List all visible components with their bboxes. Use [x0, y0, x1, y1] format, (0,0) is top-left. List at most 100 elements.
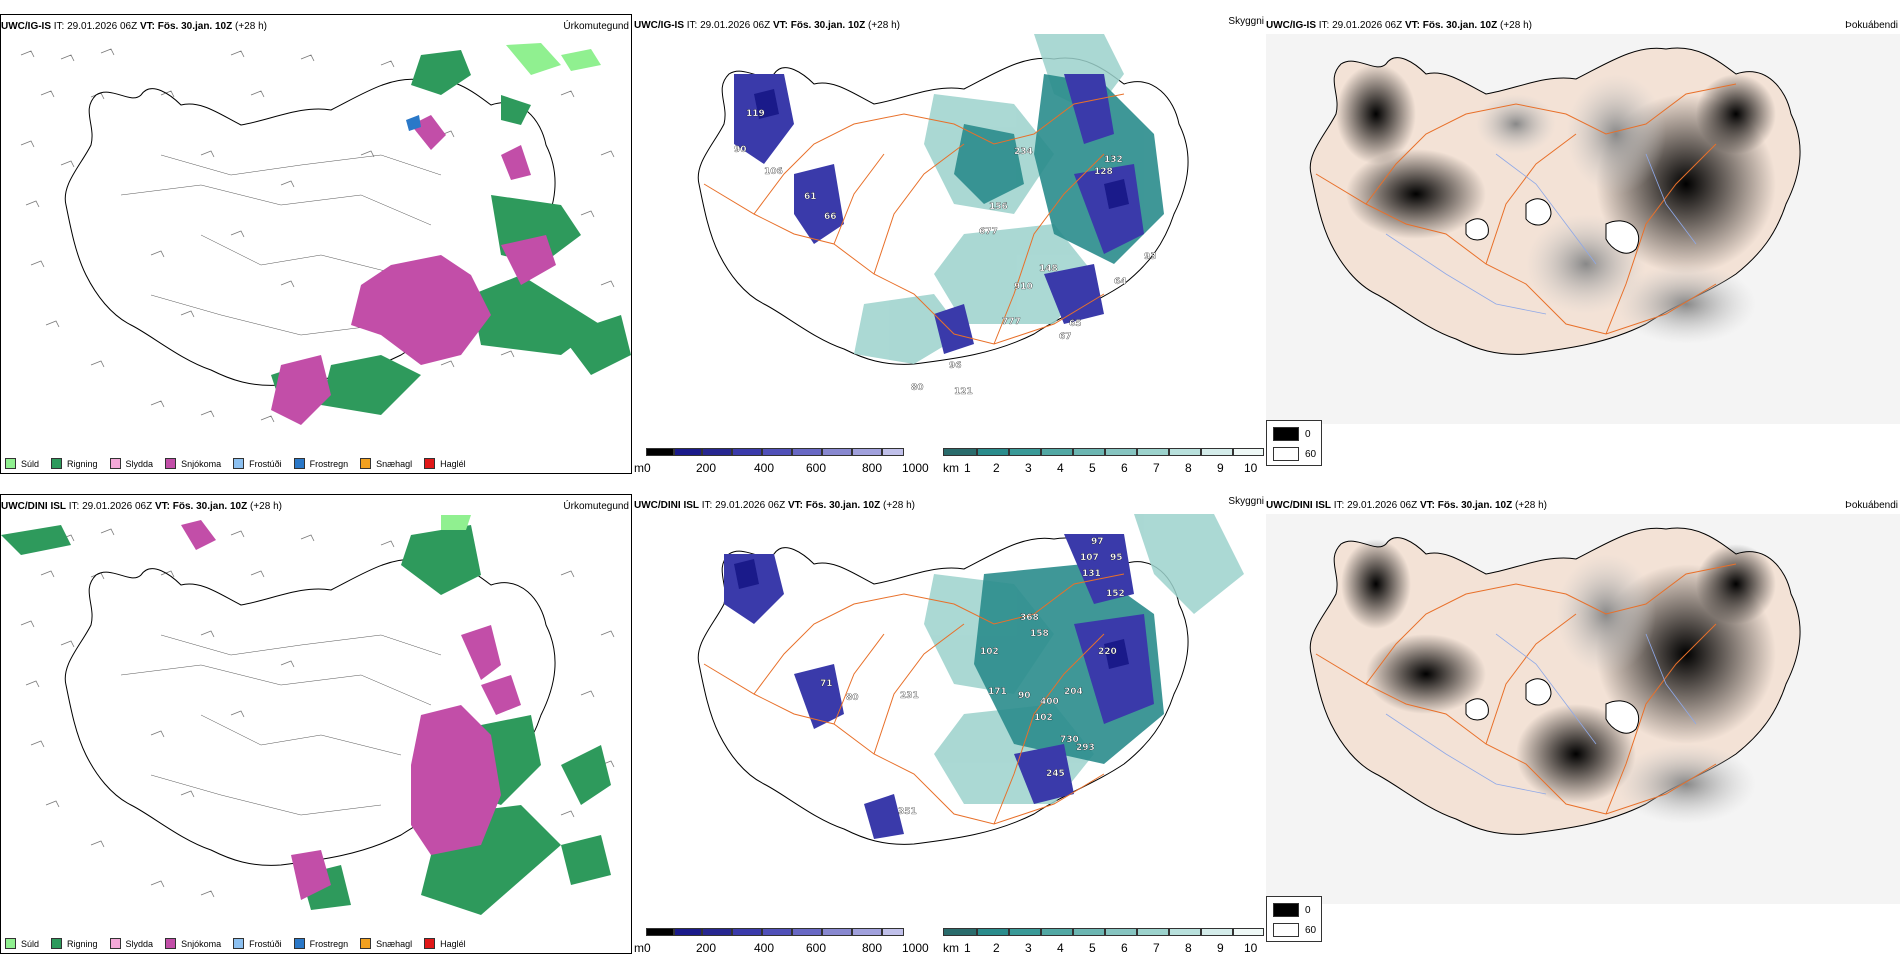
panel-type: Skyggni	[1228, 496, 1264, 507]
svg-text:106: 106	[764, 167, 783, 177]
svg-text:234: 234	[1014, 147, 1033, 157]
legend-swatch	[165, 458, 177, 469]
svg-text:128: 128	[1094, 167, 1113, 177]
legend-item: Haglél	[424, 458, 466, 469]
fog-map	[1266, 34, 1900, 424]
legend-item: Súld	[5, 458, 39, 469]
legend-item: Snæhagl	[360, 938, 412, 949]
legend-item: Frostregn	[293, 458, 348, 469]
legend-swatch	[293, 458, 305, 469]
svg-text:65: 65	[1069, 319, 1082, 329]
panel-type: Þokuábendi	[1845, 500, 1898, 511]
svg-text:220: 220	[1098, 647, 1117, 657]
svg-text:80: 80	[846, 693, 859, 703]
svg-text:730: 730	[1060, 735, 1079, 745]
fog-panel-bottom: UWC/DINI ISL IT: 29.01.2026 06Z VT: Fös.…	[1266, 494, 1900, 954]
svg-text:152: 152	[1106, 589, 1125, 599]
svg-text:102: 102	[1034, 713, 1053, 723]
legend-swatch	[360, 458, 372, 469]
svg-text:171: 171	[988, 687, 1007, 697]
svg-text:231: 231	[900, 691, 919, 701]
legend-swatch	[360, 938, 372, 949]
legend-item: Slydda	[109, 458, 153, 469]
panel-title: UWC/DINI ISL IT: 29.01.2026 06Z VT: Fös.…	[1, 501, 282, 512]
precip-map	[20, 43, 631, 425]
legend-item: Frostregn	[293, 938, 348, 949]
legend-item: Frostúði	[233, 458, 282, 469]
colorbar-unit: m	[634, 941, 644, 954]
fog-legend-item: 60	[1273, 447, 1316, 461]
legend-swatch	[233, 938, 245, 949]
svg-text:204: 204	[1064, 687, 1083, 697]
svg-text:61: 61	[804, 192, 817, 202]
panel-type: Úrkomutegund	[563, 501, 629, 512]
legend-swatch	[233, 458, 245, 469]
precip-legend: Súld Rigning Slydda Snjókoma Frostúði Fr…	[5, 458, 466, 469]
panel-title: UWC/DINI ISL IT: 29.01.2026 06Z VT: Fös.…	[1266, 500, 1547, 511]
svg-text:64: 64	[1114, 277, 1127, 287]
fog-legend-item: 60	[1273, 923, 1316, 937]
svg-text:777: 777	[1002, 317, 1021, 327]
svg-text:121: 121	[954, 387, 973, 397]
svg-text:95: 95	[1110, 553, 1123, 563]
svg-text:910: 910	[1014, 282, 1033, 292]
cloud-map: 119 90 106 61 66 234 156 677 128 132 148…	[697, 34, 1189, 397]
svg-text:97: 97	[1091, 537, 1104, 547]
fog-legend-item: 0	[1273, 427, 1311, 441]
legend-item: Snjókoma	[165, 938, 221, 949]
panel-type: Þokuábendi	[1845, 20, 1898, 31]
precip-legend: Súld Rigning Slydda Snjókoma Frostúði Fr…	[5, 938, 466, 949]
svg-text:148: 148	[1039, 264, 1058, 274]
svg-text:119: 119	[746, 109, 765, 119]
legend-swatch	[424, 938, 436, 949]
legend-item: Haglél	[424, 938, 466, 949]
precip-panel-bottom: UWC/DINI ISL IT: 29.01.2026 06Z VT: Fös.…	[0, 494, 632, 954]
cloud-panel-top: UWC/IG-IS IT: 29.01.2026 06Z VT: Fös. 30…	[634, 14, 1266, 474]
svg-text:80: 80	[911, 383, 924, 393]
legend-swatch	[424, 458, 436, 469]
colorbar-unit: m	[634, 461, 644, 474]
svg-text:156: 156	[989, 202, 1008, 212]
legend-swatch	[5, 458, 16, 469]
svg-text:132: 132	[1104, 155, 1123, 165]
svg-text:158: 158	[1030, 629, 1049, 639]
fog-legend-item: 0	[1273, 903, 1311, 917]
precip-map	[1, 515, 615, 915]
svg-text:131: 131	[1082, 569, 1101, 579]
svg-text:102: 102	[980, 647, 999, 657]
panel-title: UWC/DINI ISL IT: 29.01.2026 06Z VT: Fös.…	[634, 500, 915, 511]
panel-title: UWC/IG-IS IT: 29.01.2026 06Z VT: Fös. 30…	[1, 21, 267, 32]
svg-text:90: 90	[1018, 691, 1031, 701]
svg-text:67: 67	[1059, 332, 1072, 342]
fog-legend: 0 60	[1266, 420, 1322, 466]
svg-text:71: 71	[820, 679, 833, 689]
legend-swatch	[109, 938, 121, 949]
precip-panel-top: UWC/IG-IS IT: 29.01.2026 06Z VT: Fös. 30…	[0, 14, 632, 474]
svg-text:107: 107	[1080, 553, 1099, 563]
svg-text:66: 66	[824, 212, 837, 222]
legend-swatch	[5, 938, 16, 949]
svg-text:400: 400	[1040, 697, 1059, 707]
fog-panel-top: UWC/IG-IS IT: 29.01.2026 06Z VT: Fös. 30…	[1266, 14, 1900, 474]
panel-type: Úrkomutegund	[563, 21, 629, 32]
legend-item: Rigning	[51, 938, 98, 949]
legend-item: Rigning	[51, 458, 98, 469]
svg-text:90: 90	[734, 145, 747, 155]
cloud-panel-bottom: UWC/DINI ISL IT: 29.01.2026 06Z VT: Fös.…	[634, 494, 1266, 954]
panel-type: Skyggni	[1228, 16, 1264, 27]
panel-title: UWC/IG-IS IT: 29.01.2026 06Z VT: Fös. 30…	[634, 20, 900, 31]
svg-text:93: 93	[1144, 252, 1157, 262]
fog-map	[1266, 514, 1900, 904]
legend-item: Súld	[5, 938, 39, 949]
legend-item: Snæhagl	[360, 458, 412, 469]
svg-text:293: 293	[1076, 743, 1095, 753]
svg-text:368: 368	[1020, 613, 1039, 623]
legend-item: Snjókoma	[165, 458, 221, 469]
colorbar-unit: km	[943, 941, 959, 954]
svg-text:351: 351	[898, 807, 917, 817]
svg-text:245: 245	[1046, 769, 1065, 779]
legend-swatch	[109, 458, 121, 469]
fog-legend: 0 60	[1266, 896, 1322, 942]
legend-swatch	[165, 938, 177, 949]
colorbar: m 0 200 400 600 800 1000 km 1 2 3 4 5 6 …	[634, 928, 1266, 954]
